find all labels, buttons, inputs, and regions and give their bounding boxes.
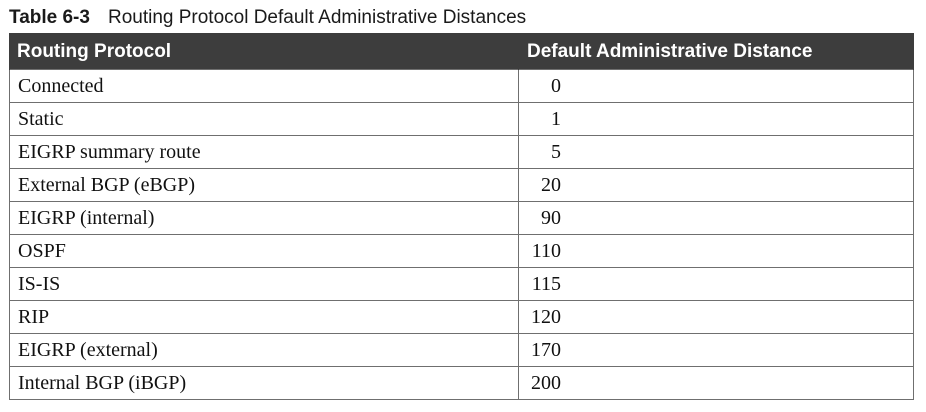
protocol-cell: RIP bbox=[9, 300, 519, 334]
table-header-row: Routing Protocol Default Administrative … bbox=[9, 33, 914, 70]
table-title: Routing Protocol Default Administrative … bbox=[107, 7, 527, 28]
admin-distance-table: Routing Protocol Default Administrative … bbox=[9, 33, 914, 400]
table-row: EIGRP summary route 5 bbox=[9, 135, 914, 169]
distance-value: 170 bbox=[531, 338, 561, 361]
table-row: IS-IS 115 bbox=[9, 267, 914, 301]
header-default-administrative-distance: Default Administrative Distance bbox=[518, 33, 914, 70]
distance-cell: 0 bbox=[518, 69, 914, 103]
protocol-cell: Connected bbox=[9, 69, 519, 103]
distance-cell: 115 bbox=[518, 267, 914, 301]
distance-value: 90 bbox=[541, 206, 561, 229]
distance-cell: 90 bbox=[518, 201, 914, 235]
protocol-cell: OSPF bbox=[9, 234, 519, 268]
distance-value: 0 bbox=[551, 74, 561, 97]
distance-value: 1 bbox=[551, 107, 561, 130]
table-caption: Table 6-3 Routing Protocol Default Admini… bbox=[9, 5, 526, 31]
distance-value: 115 bbox=[531, 272, 561, 295]
distance-cell: 5 bbox=[518, 135, 914, 169]
distance-cell: 1 bbox=[518, 102, 914, 136]
table-row: External BGP (eBGP) 20 bbox=[9, 168, 914, 202]
protocol-cell: EIGRP (external) bbox=[9, 333, 519, 367]
distance-value: 110 bbox=[531, 239, 561, 262]
table-row: Static 1 bbox=[9, 102, 914, 136]
distance-value: 120 bbox=[531, 305, 561, 328]
distance-cell: 170 bbox=[518, 333, 914, 367]
table-number: Table 6-3 bbox=[9, 7, 90, 28]
table-row: OSPF 110 bbox=[9, 234, 914, 268]
protocol-cell: Internal BGP (iBGP) bbox=[9, 366, 519, 400]
table-row: EIGRP (internal) 90 bbox=[9, 201, 914, 235]
distance-cell: 120 bbox=[518, 300, 914, 334]
protocol-cell: Static bbox=[9, 102, 519, 136]
protocol-cell: EIGRP (internal) bbox=[9, 201, 519, 235]
table-row: EIGRP (external) 170 bbox=[9, 333, 914, 367]
distance-cell: 20 bbox=[518, 168, 914, 202]
distance-value: 200 bbox=[531, 371, 561, 394]
distance-value: 5 bbox=[551, 140, 561, 163]
distance-cell: 200 bbox=[518, 366, 914, 400]
table-row: RIP 120 bbox=[9, 300, 914, 334]
table-row: Internal BGP (iBGP) 200 bbox=[9, 366, 914, 400]
table-row: Connected 0 bbox=[9, 69, 914, 103]
protocol-cell: EIGRP summary route bbox=[9, 135, 519, 169]
distance-cell: 110 bbox=[518, 234, 914, 268]
header-routing-protocol: Routing Protocol bbox=[9, 33, 519, 70]
distance-value: 20 bbox=[541, 173, 561, 196]
protocol-cell: External BGP (eBGP) bbox=[9, 168, 519, 202]
protocol-cell: IS-IS bbox=[9, 267, 519, 301]
